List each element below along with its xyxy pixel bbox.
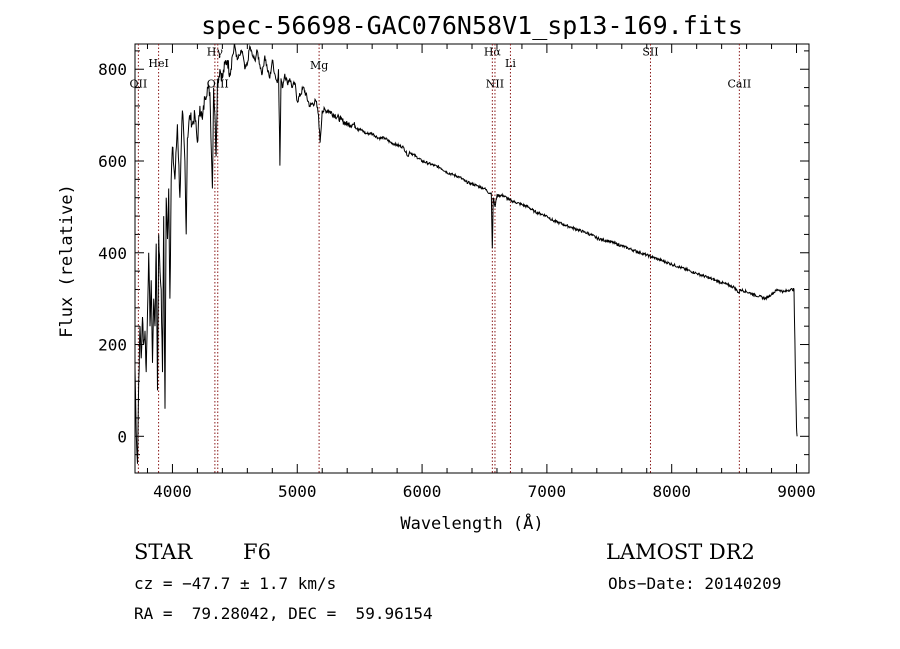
y-tick-label: 200 bbox=[98, 336, 127, 355]
line-marker-label: Hα bbox=[484, 45, 502, 58]
x-axis-label: Wavelength (Å) bbox=[400, 512, 543, 534]
x-tick-label: 5000 bbox=[278, 482, 317, 501]
y-axis-label: Flux (relative) bbox=[57, 184, 77, 338]
x-tick-label: 7000 bbox=[528, 482, 567, 501]
object-class: STAR bbox=[134, 540, 193, 564]
observation-date: Obs−Date: 20140209 bbox=[608, 574, 782, 593]
line-marker-label: Hγ bbox=[207, 45, 224, 58]
line-marker-label: SII bbox=[642, 45, 658, 58]
line-marker-label: Mg bbox=[310, 59, 328, 72]
line-marker-label: Li bbox=[505, 57, 516, 70]
x-tick-label: 4000 bbox=[153, 482, 192, 501]
x-tick-label: 8000 bbox=[652, 482, 691, 501]
survey-name: LAMOST DR2 bbox=[606, 540, 755, 564]
line-marker-label: HeI bbox=[148, 57, 168, 70]
coordinates: RA = 79.28042, DEC = 59.96154 bbox=[134, 604, 433, 623]
line-marker-label: OII bbox=[130, 78, 148, 91]
x-tick-label: 6000 bbox=[403, 482, 442, 501]
y-tick-label: 0 bbox=[117, 427, 127, 446]
plot-frame bbox=[134, 43, 810, 474]
line-marker-label: CaII bbox=[728, 78, 752, 91]
chart-title: spec-56698-GAC076N58V1_sp13-169.fits bbox=[201, 11, 743, 40]
x-tick-label: 9000 bbox=[777, 482, 816, 501]
object-subclass: F6 bbox=[243, 540, 271, 564]
y-tick-label: 800 bbox=[98, 60, 127, 79]
y-tick-label: 600 bbox=[98, 152, 127, 171]
redshift-value: cz = −47.7 ± 1.7 km/s bbox=[134, 574, 337, 593]
line-marker-label: NII bbox=[486, 78, 504, 91]
spectrum-line bbox=[135, 44, 798, 464]
y-tick-label: 400 bbox=[98, 244, 127, 263]
